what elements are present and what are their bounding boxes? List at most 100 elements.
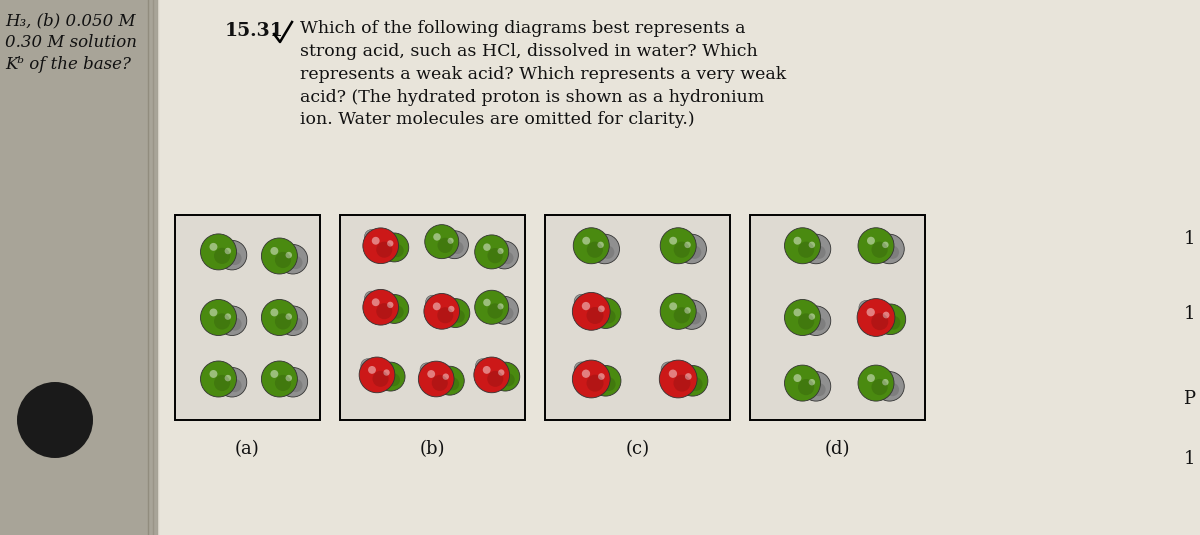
Circle shape bbox=[275, 252, 292, 268]
Circle shape bbox=[487, 303, 503, 319]
Circle shape bbox=[661, 362, 676, 376]
Circle shape bbox=[598, 305, 605, 312]
Circle shape bbox=[574, 228, 610, 264]
Circle shape bbox=[278, 244, 307, 274]
Circle shape bbox=[809, 314, 815, 320]
Circle shape bbox=[866, 308, 875, 316]
Text: 1: 1 bbox=[1183, 230, 1195, 248]
Circle shape bbox=[210, 243, 217, 251]
Circle shape bbox=[858, 365, 894, 401]
Circle shape bbox=[857, 299, 895, 337]
Circle shape bbox=[582, 237, 590, 244]
Circle shape bbox=[383, 369, 390, 376]
Circle shape bbox=[809, 242, 815, 248]
Circle shape bbox=[286, 252, 292, 258]
Circle shape bbox=[262, 361, 298, 397]
Circle shape bbox=[502, 373, 515, 386]
Circle shape bbox=[474, 357, 510, 393]
Circle shape bbox=[812, 317, 826, 331]
Circle shape bbox=[498, 303, 504, 309]
Circle shape bbox=[498, 248, 504, 254]
Circle shape bbox=[289, 317, 302, 331]
Circle shape bbox=[224, 248, 232, 254]
Circle shape bbox=[289, 379, 302, 392]
Circle shape bbox=[659, 360, 697, 398]
Circle shape bbox=[475, 359, 490, 372]
Circle shape bbox=[482, 366, 491, 374]
Circle shape bbox=[673, 374, 690, 392]
Text: Kᵇ of the base?: Kᵇ of the base? bbox=[5, 56, 131, 73]
Circle shape bbox=[673, 307, 690, 324]
Circle shape bbox=[432, 375, 448, 391]
Text: (d): (d) bbox=[824, 440, 851, 458]
Circle shape bbox=[443, 373, 449, 380]
Circle shape bbox=[368, 366, 376, 374]
Circle shape bbox=[875, 372, 905, 401]
Circle shape bbox=[377, 303, 392, 319]
Circle shape bbox=[487, 371, 503, 387]
Circle shape bbox=[660, 228, 696, 264]
Circle shape bbox=[871, 242, 888, 258]
Circle shape bbox=[420, 363, 433, 377]
Text: (a): (a) bbox=[235, 440, 260, 458]
Circle shape bbox=[798, 314, 815, 330]
Circle shape bbox=[359, 357, 395, 393]
Circle shape bbox=[871, 379, 888, 395]
Circle shape bbox=[668, 370, 677, 378]
Circle shape bbox=[214, 248, 230, 264]
Circle shape bbox=[286, 375, 292, 381]
Text: Which of the following diagrams best represents a
strong acid, such as HCl, diss: Which of the following diagrams best rep… bbox=[300, 20, 786, 128]
Circle shape bbox=[484, 243, 491, 251]
Circle shape bbox=[491, 362, 520, 391]
Circle shape bbox=[572, 360, 610, 398]
Text: 1: 1 bbox=[1183, 450, 1195, 468]
Circle shape bbox=[386, 373, 400, 386]
Circle shape bbox=[278, 368, 307, 397]
Circle shape bbox=[419, 361, 454, 397]
Circle shape bbox=[602, 310, 616, 323]
Circle shape bbox=[437, 307, 454, 323]
Circle shape bbox=[685, 373, 691, 380]
Circle shape bbox=[677, 234, 707, 264]
Circle shape bbox=[475, 235, 509, 269]
Circle shape bbox=[262, 238, 298, 274]
Circle shape bbox=[361, 359, 374, 372]
Circle shape bbox=[866, 237, 875, 244]
Text: 1: 1 bbox=[1183, 305, 1195, 323]
Circle shape bbox=[372, 299, 379, 306]
Circle shape bbox=[228, 317, 241, 331]
Circle shape bbox=[438, 238, 452, 253]
Circle shape bbox=[451, 241, 463, 254]
Circle shape bbox=[670, 302, 677, 310]
Circle shape bbox=[426, 295, 439, 309]
Circle shape bbox=[574, 362, 588, 376]
Circle shape bbox=[228, 252, 241, 265]
Circle shape bbox=[590, 298, 620, 328]
Circle shape bbox=[572, 293, 610, 330]
Circle shape bbox=[793, 309, 802, 316]
Circle shape bbox=[875, 304, 906, 334]
Circle shape bbox=[491, 296, 518, 324]
Circle shape bbox=[684, 307, 691, 314]
Circle shape bbox=[793, 237, 802, 244]
Bar bbox=[0, 0, 158, 535]
Circle shape bbox=[590, 365, 620, 396]
Circle shape bbox=[372, 371, 389, 387]
Circle shape bbox=[587, 307, 604, 324]
Bar bbox=[340, 215, 526, 420]
Circle shape bbox=[793, 374, 802, 382]
Circle shape bbox=[427, 370, 436, 378]
Circle shape bbox=[440, 231, 468, 258]
Text: 15.31: 15.31 bbox=[226, 22, 284, 40]
Circle shape bbox=[270, 247, 278, 255]
Circle shape bbox=[498, 369, 504, 376]
Circle shape bbox=[602, 377, 616, 391]
Circle shape bbox=[275, 375, 292, 391]
Circle shape bbox=[376, 362, 406, 391]
Circle shape bbox=[365, 230, 378, 243]
Circle shape bbox=[365, 291, 378, 305]
Circle shape bbox=[200, 234, 236, 270]
Circle shape bbox=[388, 240, 394, 247]
Text: (c): (c) bbox=[625, 440, 649, 458]
Circle shape bbox=[882, 242, 889, 248]
